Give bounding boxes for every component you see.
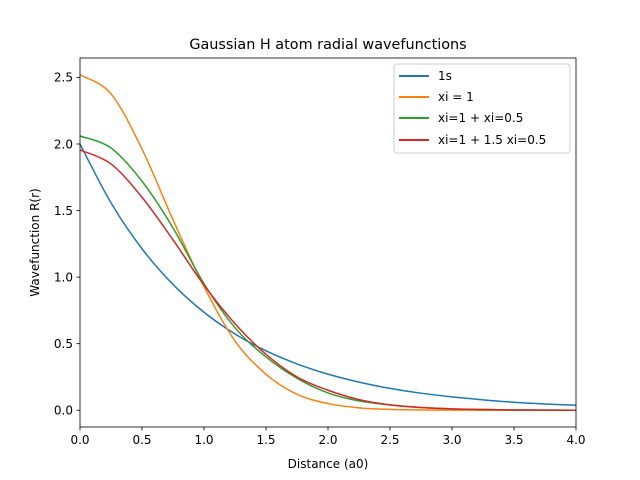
chart-title: Gaussian H atom radial wavefunctions	[189, 37, 466, 53]
x-tick-label: 4.0	[566, 433, 585, 447]
y-tick-label: 2.0	[54, 137, 73, 151]
legend: 1s xi = 1 xi=1 + xi=0.5 xi=1 + 1.5 xi=0.…	[393, 63, 571, 154]
x-tick-label: 1.0	[194, 433, 213, 447]
legend-label-xi1-15xi05: xi=1 + 1.5 xi=0.5	[438, 133, 546, 147]
legend-label-1s: 1s	[438, 69, 452, 83]
y-tick-label: 0.5	[54, 337, 73, 351]
series-line-0	[79, 143, 577, 407]
y-tick-label: 2.5	[54, 71, 73, 85]
legend-label-xi1-xi05: xi=1 + xi=0.5	[438, 111, 523, 125]
x-tick-label: 2.5	[380, 433, 399, 447]
x-tick-label: 0.0	[70, 433, 89, 447]
plot-frame	[79, 57, 577, 428]
y-tick-label: 1.5	[54, 204, 73, 218]
y-tick-label: 0.0	[54, 404, 73, 418]
x-tick-label: 2.0	[318, 433, 337, 447]
series-line-3	[79, 149, 577, 411]
x-axis: 0.0 0.5 1.0 1.5 2.0 2.5 3.0 3.5 4.0	[70, 427, 586, 447]
series-layer	[79, 74, 577, 411]
x-tick-label: 1.5	[256, 433, 275, 447]
legend-frame	[393, 63, 571, 154]
x-tick-label: 0.5	[132, 433, 151, 447]
x-tick-label: 3.5	[504, 433, 523, 447]
y-axis: 0.0 0.5 1.0 1.5 2.0 2.5	[54, 71, 80, 418]
legend-label-xi1: xi = 1	[438, 90, 474, 104]
y-tick-label: 1.0	[54, 270, 73, 284]
x-axis-label: Distance (a0)	[288, 457, 369, 471]
x-tick-label: 3.0	[442, 433, 461, 447]
y-axis-label: Wavefunction R(r)	[28, 188, 42, 296]
